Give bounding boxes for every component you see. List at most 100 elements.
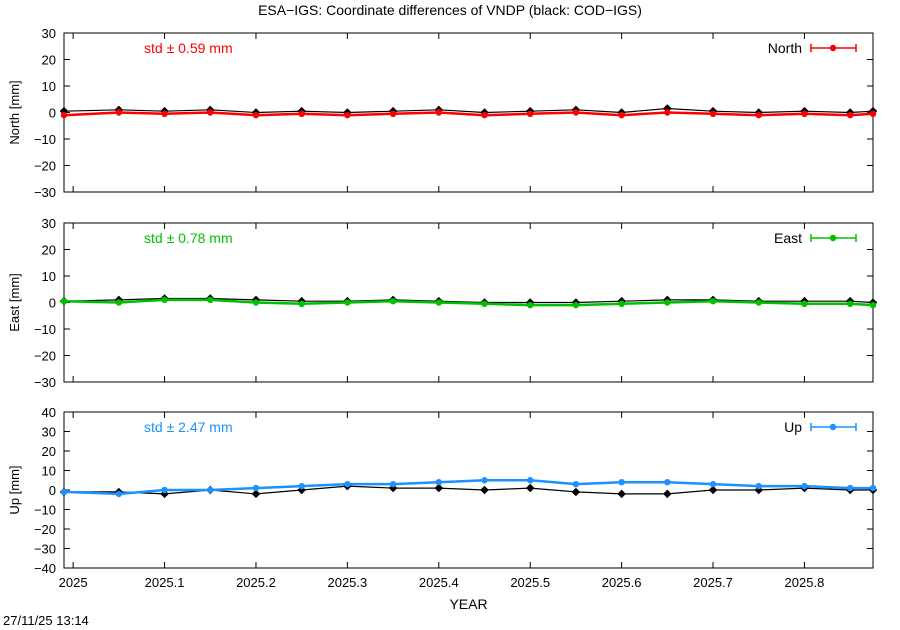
up-ytick-label: 30 xyxy=(42,425,56,440)
xtick-label: 2025.6 xyxy=(602,575,642,590)
east-std-label: std ± 0.78 mm xyxy=(144,230,233,246)
up-series-point xyxy=(664,479,671,486)
north-series-point xyxy=(846,111,854,119)
east-series-point xyxy=(298,300,305,308)
east-series-point xyxy=(664,299,671,306)
up-series-point xyxy=(115,490,123,498)
up-ytick-label: −10 xyxy=(34,503,56,518)
east-series-point xyxy=(801,300,808,308)
up-ytick-label: −40 xyxy=(34,561,56,576)
north-series-point xyxy=(801,110,808,118)
north-series-point xyxy=(572,109,580,116)
up-axis-label: Up [mm] xyxy=(7,465,22,514)
up-series-point xyxy=(60,488,68,496)
north-series-point xyxy=(60,111,68,119)
east-series-point xyxy=(344,299,351,306)
north-series-point xyxy=(115,109,123,116)
east-series-point xyxy=(389,297,397,305)
east-ytick-label: −10 xyxy=(34,322,56,337)
up-cod-igs-point xyxy=(525,483,535,493)
north-series-point xyxy=(527,110,534,118)
north-ytick-label: −10 xyxy=(34,132,56,147)
north-series-point xyxy=(709,110,717,118)
east-series-point xyxy=(207,296,214,304)
up-legend-marker xyxy=(829,423,837,431)
east-ytick-label: 20 xyxy=(42,243,56,258)
north-series-line xyxy=(63,111,874,117)
north-series-point xyxy=(298,110,305,118)
east-series-point xyxy=(755,299,762,306)
up-ytick-label: 0 xyxy=(49,483,56,498)
up-legend-label: Up xyxy=(784,419,802,435)
north-series-point xyxy=(755,111,762,119)
north-series-point xyxy=(664,109,671,116)
east-series-point xyxy=(846,300,854,308)
north-ytick-label: 30 xyxy=(42,26,56,41)
xtick-label: 2025.5 xyxy=(510,575,550,590)
up-series-point xyxy=(389,480,397,488)
timestamp: 27/11/25 13:14 xyxy=(3,613,89,628)
up-cod-igs-point xyxy=(434,483,444,493)
north-cod-igs-line xyxy=(63,107,874,114)
north-legend-marker xyxy=(829,44,837,52)
east-series-point xyxy=(115,299,123,306)
up-ytick-label: 20 xyxy=(42,444,56,459)
east-ytick-label: 10 xyxy=(42,269,56,284)
north-ytick-label: 0 xyxy=(49,106,56,121)
north-series-point xyxy=(435,109,442,116)
north-series-point xyxy=(618,111,625,119)
up-series-point xyxy=(435,479,442,486)
up-ytick-label: 40 xyxy=(42,405,56,420)
east-ytick-label: −30 xyxy=(34,375,56,390)
up-series-point xyxy=(344,480,351,488)
north-std-label: std ± 0.59 mm xyxy=(144,40,233,56)
up-series-point xyxy=(161,486,168,494)
east-series-point xyxy=(435,299,442,306)
up-cod-igs-point xyxy=(663,489,672,499)
xtick-label: 2025.2 xyxy=(236,575,276,590)
east-series-point xyxy=(161,296,168,304)
east-legend-marker xyxy=(829,234,837,242)
east-series-point xyxy=(869,301,877,309)
north-ytick-label: 20 xyxy=(42,53,56,68)
up-cod-igs-point xyxy=(480,485,489,495)
xtick-label: 2025.3 xyxy=(327,575,367,590)
north-legend-label: North xyxy=(768,40,802,56)
up-cod-igs-point xyxy=(571,487,581,497)
xtick-label: 2025 xyxy=(59,575,88,590)
up-series-point xyxy=(846,484,854,492)
east-ytick-label: 0 xyxy=(49,296,56,311)
east-series-point xyxy=(618,300,625,308)
up-std-label: std ± 2.47 mm xyxy=(144,419,233,435)
north-series-point xyxy=(481,111,488,119)
north-series-point xyxy=(344,111,351,119)
east-ytick-label: −20 xyxy=(34,349,56,364)
north-ytick-label: −20 xyxy=(34,159,56,174)
east-series-point xyxy=(527,301,534,309)
up-ytick-label: −20 xyxy=(34,522,56,537)
xtick-label: 2025.7 xyxy=(693,575,733,590)
east-series-point xyxy=(252,299,260,306)
up-ytick-label: 10 xyxy=(42,464,56,479)
up-series-point xyxy=(252,484,260,492)
up-series-point xyxy=(481,477,488,484)
up-series-point xyxy=(869,484,877,492)
north-series-point xyxy=(869,110,877,118)
east-series-point xyxy=(481,300,488,308)
xtick-label: 2025.1 xyxy=(145,575,185,590)
north-ytick-label: 10 xyxy=(42,79,56,94)
up-cod-igs-point xyxy=(617,489,626,499)
x-axis-label: YEAR xyxy=(449,596,487,612)
up-series-point xyxy=(572,480,580,488)
north-series-point xyxy=(389,110,397,118)
east-series-point xyxy=(572,301,580,309)
up-series-point xyxy=(618,479,625,486)
xtick-label: 2025.8 xyxy=(785,575,825,590)
north-series-point xyxy=(161,110,168,118)
east-series-point xyxy=(709,297,717,305)
chart-title: ESA−IGS: Coordinate differences of VNDP … xyxy=(258,2,642,18)
up-series-point xyxy=(527,477,534,484)
up-series-point xyxy=(207,486,214,494)
up-series-point xyxy=(709,480,717,488)
